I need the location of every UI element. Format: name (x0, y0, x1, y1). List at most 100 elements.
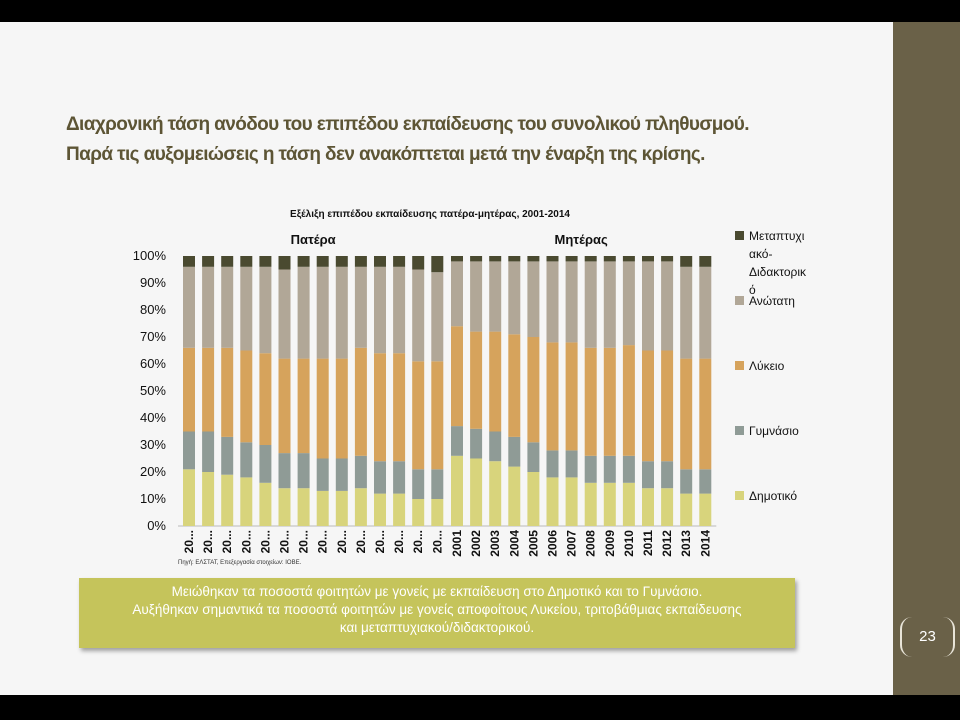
bar-segment (354, 266, 367, 348)
bar-segment (661, 488, 674, 526)
bar-segment (451, 326, 463, 427)
bar-segment (431, 469, 444, 499)
bar-segment (508, 256, 521, 262)
slide-title: Διαχρονική τάση ανόδου του επιπέδου εκπα… (66, 110, 886, 170)
x-tick-label: 2009 (603, 530, 617, 557)
bar-segment (297, 453, 310, 489)
bar-segment (278, 453, 291, 489)
bar-segment (412, 469, 425, 499)
bar-segment (335, 266, 348, 359)
bar-segment (699, 358, 712, 470)
bar-segment (470, 331, 483, 429)
bar-segment (470, 256, 483, 262)
bar-segment (565, 261, 578, 343)
x-tick-label: 20... (239, 530, 253, 553)
bar-segment (546, 477, 559, 526)
x-tick-label: 20... (297, 530, 311, 553)
panel-title: Πατέρα (291, 232, 336, 247)
bar-segment (642, 488, 654, 526)
bar-segment (240, 256, 253, 267)
x-tick-label: 20... (335, 530, 349, 553)
bar-segment (412, 499, 425, 526)
y-tick-label: 100% (133, 248, 167, 263)
bar-segment (202, 472, 215, 526)
bar-segment (642, 256, 654, 262)
bar-segment (202, 266, 215, 348)
bar-segment (603, 482, 616, 526)
bar-segment (508, 261, 521, 335)
x-tick-label: 2011 (641, 530, 655, 556)
bar-segment (297, 488, 310, 526)
bar-segment (335, 256, 348, 267)
y-tick-label: 10% (140, 491, 166, 506)
legend-label: Ανώτατη (749, 294, 795, 308)
bar-segment (297, 358, 310, 454)
bar-segment (183, 347, 195, 432)
bar-segment (259, 353, 272, 445)
legend-swatch (735, 426, 744, 435)
source-note: Πηγή: ΕΛΣΤΑΤ, Επεξεργασία στοιχείων: ΙΟΒ… (178, 559, 302, 566)
bar-segment (661, 350, 674, 462)
bar-segment (412, 361, 425, 470)
note-line-3: και μεταπτυχιακού/διδακτορικού. (339, 620, 535, 635)
y-tick-label: 80% (140, 302, 166, 317)
x-tick-label: 2013 (679, 530, 693, 557)
bar-segment (335, 490, 348, 526)
bar-segment (374, 256, 386, 267)
legend-label: ακό- (749, 247, 772, 261)
bar-segment (489, 461, 502, 526)
note-line-1: Μειώθηκαν τα ποσοστά φοιτητών με γονείς … (171, 584, 703, 599)
bar-segment (699, 266, 712, 359)
y-tick-label: 90% (140, 275, 166, 290)
legend-item: Γυμνάσιο (735, 424, 799, 438)
bar-segment (565, 256, 578, 262)
bar-segment (527, 337, 540, 443)
x-tick-label: 20... (430, 530, 444, 553)
bar-segment (412, 256, 425, 270)
bar-segment (680, 256, 693, 267)
legend-item: Μεταπτυχι ακό- Διδακτορικ ό (735, 229, 807, 297)
bar-segment (489, 256, 502, 262)
bar-segment (240, 350, 253, 443)
panel-2: Μητέρας 2001 2002 2003 2004 2005 2006 2007 2008 2… (446, 232, 717, 557)
bar-segment (680, 266, 693, 359)
bar-segment (354, 488, 367, 526)
bar-segment (508, 334, 521, 437)
x-tick-label: 20... (258, 530, 272, 553)
bar-segment (221, 474, 234, 526)
bar-segment (335, 458, 348, 491)
y-tick-label: 60% (140, 356, 166, 371)
bar-segment (221, 347, 234, 437)
bar-segment (240, 442, 253, 478)
bar-segment (603, 347, 616, 456)
bar-segment (699, 469, 712, 494)
bar-segment (316, 256, 329, 267)
legend-label: Δημοτικό (749, 489, 797, 503)
legend-label: Μεταπτυχι (749, 229, 805, 243)
page-number: 23 (900, 617, 955, 657)
bar-segment (278, 269, 291, 359)
bar-segment (622, 256, 635, 262)
bar-segment (527, 256, 540, 262)
bar-segment (642, 350, 654, 462)
slide-title-line-1: Διαχρονική τάση ανόδου του επιπέδου εκπα… (66, 114, 750, 135)
bar-segment (527, 472, 540, 526)
bar-segment (431, 361, 444, 470)
bar-segment (431, 499, 444, 526)
bar-segment (642, 261, 654, 351)
bar-segment (297, 266, 310, 359)
bar-segment (546, 342, 559, 451)
bar-segment (374, 353, 386, 462)
bar-segment (354, 455, 367, 489)
bar-segment (622, 345, 635, 456)
bar-segment (546, 256, 559, 262)
y-tick-label: 70% (140, 329, 166, 344)
bar-segment (183, 266, 195, 348)
bar-segment (393, 353, 406, 462)
panel-title: Μητέρας (555, 232, 608, 247)
bar-segment (680, 358, 693, 470)
bar-segment (221, 436, 234, 475)
legend-item: Ανώτατη (735, 294, 795, 308)
